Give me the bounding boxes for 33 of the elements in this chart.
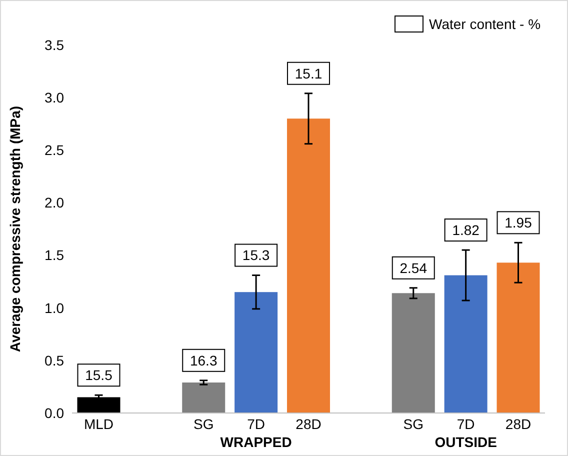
- annotation: 15.5: [85, 367, 113, 384]
- bar: [287, 118, 330, 413]
- annotation: 15.1: [294, 65, 322, 82]
- annotation: 1.95: [504, 214, 532, 231]
- y-tick-label: 2.5: [44, 142, 64, 158]
- x-tick-label: 28D: [296, 416, 322, 432]
- bar: [234, 292, 278, 413]
- x-tick-label: 7D: [456, 416, 475, 432]
- x-tick-label: 28D: [505, 416, 532, 432]
- x-tick-label: 7D: [247, 416, 266, 432]
- x-tick-label: SG: [403, 416, 424, 432]
- annotation: 15.3: [242, 247, 270, 264]
- bar: [444, 275, 488, 413]
- y-axis-title: Average compressive strength (MPa): [7, 106, 23, 352]
- bar: [496, 262, 540, 413]
- annotation: 2.54: [400, 260, 428, 276]
- annotation: 16.3: [190, 352, 218, 368]
- y-tick-label: 0.5: [44, 352, 64, 368]
- y-tick-label: 3.5: [44, 36, 64, 53]
- bar: [77, 397, 120, 413]
- bar: [392, 293, 435, 413]
- x-tick-label: SG: [194, 416, 214, 432]
- y-tick-label: 0.0: [44, 404, 64, 421]
- x-tick-label: MLD: [84, 416, 114, 432]
- text: OUTSIDE: [434, 434, 497, 450]
- legend-title: Water content - %: [429, 16, 541, 32]
- annotation: 1.82: [452, 222, 480, 238]
- text: WRAPPED: [220, 434, 292, 450]
- y-tick-label: 1.5: [44, 247, 64, 264]
- y-tick-label: 3.0: [44, 89, 64, 106]
- y-tick-label: 1.0: [44, 300, 64, 316]
- bar: [182, 382, 226, 413]
- y-tick-label: 2.0: [44, 194, 64, 211]
